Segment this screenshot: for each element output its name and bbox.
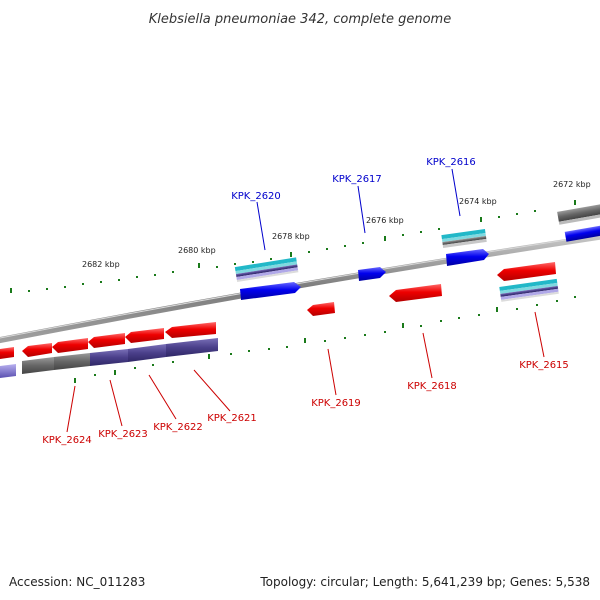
- feature-grey: [54, 353, 90, 370]
- tick-label-2672: 2672 kbp: [553, 180, 591, 189]
- outer-minor-ticks: [10, 200, 576, 293]
- gene-arrow-forward: [446, 249, 489, 266]
- tick-label-2678: 2678 kbp: [272, 232, 310, 241]
- gene-arrow-forward: [240, 282, 301, 300]
- genome-summary-text: Topology: circular; Length: 5,641,239 bp…: [259, 575, 590, 589]
- tick-label-2674: 2674 kbp: [459, 197, 497, 206]
- gene-block-edge: [557, 203, 600, 242]
- gene-arrow-kpk2621: [165, 322, 216, 338]
- gene-labels: KPK_2620 KPK_2617 KPK_2616 KPK_2624 KPK_…: [42, 157, 569, 446]
- gene-arrow-kpk2615: [497, 262, 556, 281]
- tick-label-2682: 2682 kbp: [82, 260, 120, 269]
- feature-purple: [166, 338, 218, 357]
- gene-arrow-kpk2618: [389, 284, 442, 302]
- gene-arrow-kpk2623: [88, 333, 125, 348]
- gene-arrow-kpk2619: [307, 302, 335, 316]
- label-leaders: [66, 168, 545, 433]
- gene-label-kpk2615[interactable]: KPK_2615: [519, 360, 569, 371]
- inner-tick-ring: [74, 296, 576, 383]
- gene-label-kpk2618[interactable]: KPK_2618: [407, 381, 457, 392]
- gene-arrow-kpk2617: [358, 267, 386, 281]
- reverse-strand-genes: [0, 262, 559, 378]
- accession-text: Accession: NC_011283: [9, 575, 145, 589]
- feature-lavender: [0, 364, 16, 378]
- gene-block-kpk2615: [499, 278, 559, 302]
- tick-label-2680: 2680 kbp: [178, 246, 216, 255]
- gene-arrow-kpk2624: [22, 343, 52, 357]
- feature-grey: [22, 357, 54, 374]
- gene-label-kpk2617[interactable]: KPK_2617: [332, 174, 382, 185]
- gene-block-kpk2616: [441, 228, 487, 248]
- gene-block-kpk2620: [234, 257, 299, 282]
- genome-backbone: [0, 233, 600, 344]
- feature-purple: [90, 349, 128, 366]
- map-title: Klebsiella pneumoniae 342, complete geno…: [149, 12, 451, 27]
- gene-arrow-kpk2622: [125, 328, 164, 343]
- gene-label-kpk2622[interactable]: KPK_2622: [153, 422, 203, 433]
- gene-arrow-reverse: [52, 338, 88, 353]
- outer-tick-ring: 2682 kbp 2680 kbp 2678 kbp 2676 kbp 2674…: [10, 180, 591, 293]
- gene-label-kpk2616[interactable]: KPK_2616: [426, 157, 476, 168]
- tick-label-2676: 2676 kbp: [366, 216, 404, 225]
- gene-arrow-reverse: [0, 347, 14, 359]
- gene-label-kpk2620[interactable]: KPK_2620: [231, 191, 281, 202]
- gene-label-kpk2619[interactable]: KPK_2619: [311, 398, 361, 409]
- gene-label-kpk2624[interactable]: KPK_2624: [42, 435, 92, 446]
- feature-purple: [128, 344, 166, 362]
- gene-label-kpk2621[interactable]: KPK_2621: [207, 413, 257, 424]
- gene-label-kpk2623[interactable]: KPK_2623: [98, 429, 148, 440]
